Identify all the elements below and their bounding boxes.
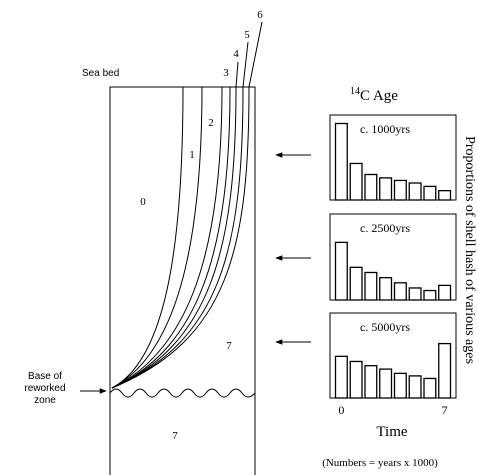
zone-label: 4 — [233, 48, 239, 60]
bar — [334, 355, 348, 399]
age-curves — [111, 21, 263, 389]
chart-title: c. 5000yrs — [360, 320, 410, 334]
curve — [111, 86, 223, 389]
base-label: reworked — [24, 383, 65, 394]
curve — [111, 86, 237, 389]
chart-title: c. 2500yrs — [360, 221, 410, 235]
chart-frame — [329, 114, 457, 201]
bar — [438, 284, 452, 301]
age-title-text: C Age — [360, 88, 398, 104]
x-tick-label: 7 — [442, 403, 448, 417]
x-tick-label: 0 — [338, 403, 344, 417]
bar — [349, 162, 363, 201]
zone-label: 5 — [244, 29, 250, 41]
zone-label: 2 — [208, 117, 214, 129]
bar — [364, 271, 378, 301]
bar — [408, 375, 422, 399]
note: (Numbers = years x 1000) — [322, 457, 438, 469]
x-label: Time — [376, 424, 407, 440]
zone-label: 0 — [140, 196, 146, 208]
bar — [393, 179, 407, 201]
leader — [242, 41, 249, 88]
bar — [349, 360, 363, 399]
leader — [248, 21, 263, 88]
base-label: Base of — [28, 371, 62, 382]
wavy-base — [109, 388, 256, 398]
bar — [364, 173, 378, 201]
bar — [408, 287, 422, 301]
curve — [111, 86, 184, 389]
age-title-sup: 14 — [350, 86, 360, 97]
bar — [364, 365, 378, 399]
zone-label: 7 — [172, 430, 178, 442]
bar — [334, 122, 348, 201]
bar — [423, 185, 437, 201]
bar — [393, 372, 407, 399]
base-label: zone — [34, 395, 56, 406]
bar — [379, 177, 393, 201]
zone-label: 7 — [226, 340, 232, 352]
chart-frame — [329, 312, 457, 399]
age-title: 14C Age — [350, 86, 398, 104]
bar — [423, 377, 437, 399]
zone-label: 6 — [257, 9, 263, 21]
zone-label: 1 — [189, 149, 195, 161]
sea-bed-label: Sea bed — [82, 68, 119, 79]
leader — [235, 61, 239, 88]
bar — [408, 182, 422, 201]
curve — [111, 86, 244, 389]
chart-title: c. 1000yrs — [360, 122, 410, 136]
zone-label: 3 — [223, 67, 229, 79]
curve — [111, 86, 250, 389]
bar — [334, 241, 348, 301]
curve — [111, 86, 203, 389]
curve — [111, 86, 231, 389]
y-label: Proportions of shell hash of various age… — [462, 136, 477, 364]
bar — [393, 282, 407, 301]
bar — [438, 189, 452, 201]
chart-frame — [329, 213, 457, 301]
bar — [379, 368, 393, 399]
bar — [438, 342, 452, 399]
bar — [423, 289, 437, 301]
bar — [379, 276, 393, 301]
bar — [349, 266, 363, 301]
